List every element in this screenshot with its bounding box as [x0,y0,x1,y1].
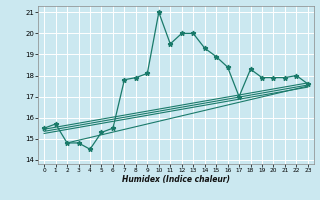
X-axis label: Humidex (Indice chaleur): Humidex (Indice chaleur) [122,175,230,184]
